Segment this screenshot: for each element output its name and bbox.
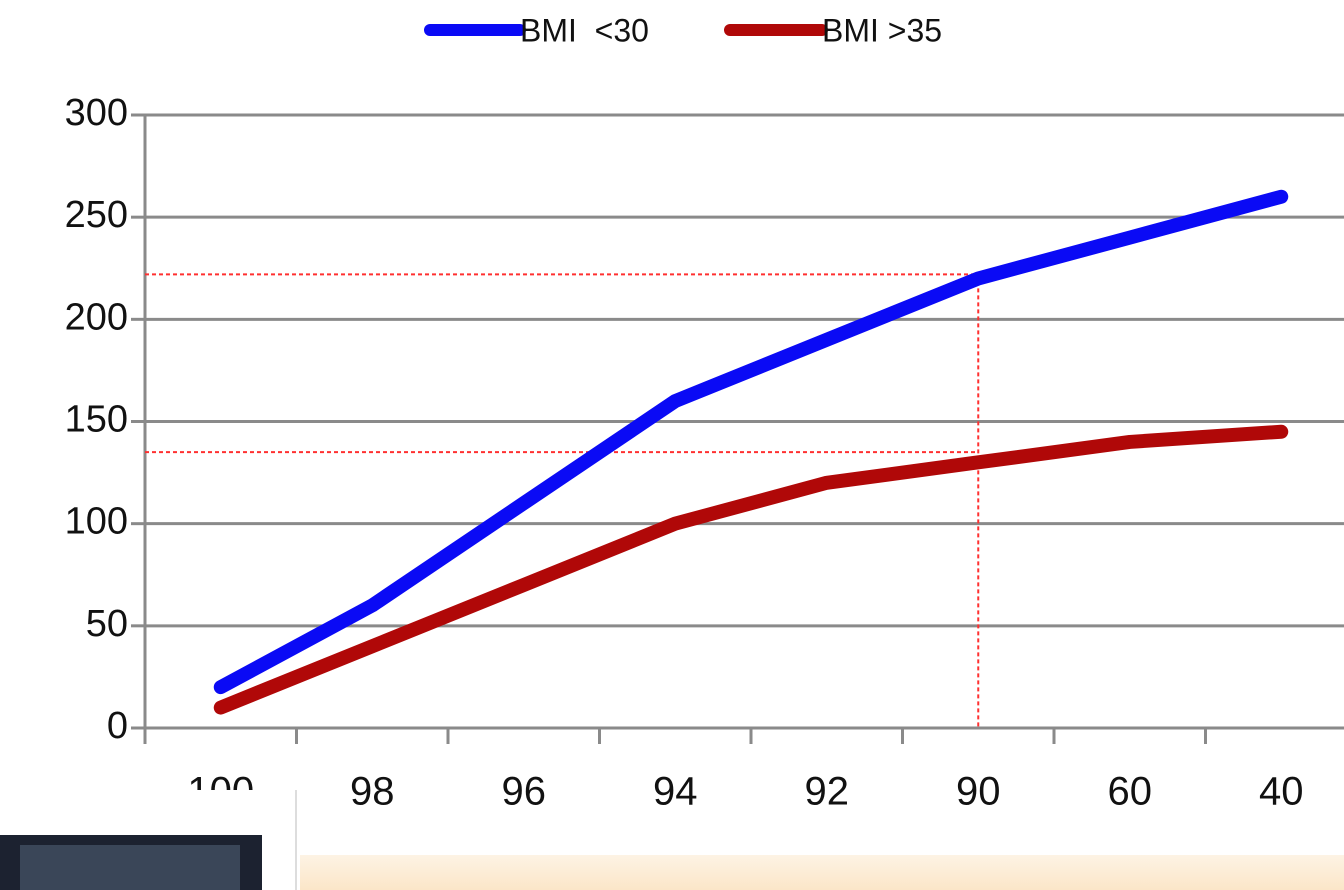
y-tick-label: 50 <box>86 603 128 645</box>
x-tick-label: 94 <box>653 770 698 814</box>
x-tick-label: 92 <box>805 770 850 814</box>
y-tick-label: 150 <box>65 399 128 441</box>
y-tick-label: 250 <box>65 194 128 236</box>
y-tick-label: 0 <box>107 705 128 747</box>
x-tick-label: 40 <box>1259 770 1304 814</box>
series-line <box>221 432 1282 708</box>
page: 05010015020025030010098969492906040 BMI … <box>0 0 1344 890</box>
chart: 05010015020025030010098969492906040 BMI … <box>0 0 1344 890</box>
thumbnail-detail <box>20 845 240 890</box>
y-tick-label: 200 <box>65 296 128 338</box>
x-tick-label: 98 <box>350 770 395 814</box>
x-tick-label: 96 <box>502 770 547 814</box>
legend-label: BMI <30 <box>520 12 649 48</box>
bottom-banner <box>300 855 1344 890</box>
y-tick-label: 100 <box>65 501 128 543</box>
legend-label: BMI >35 <box>822 12 942 48</box>
x-tick-label: 90 <box>956 770 1001 814</box>
y-tick-label: 300 <box>65 92 128 134</box>
x-tick-label: 60 <box>1108 770 1153 814</box>
plot: 05010015020025030010098969492906040 <box>65 92 1344 814</box>
